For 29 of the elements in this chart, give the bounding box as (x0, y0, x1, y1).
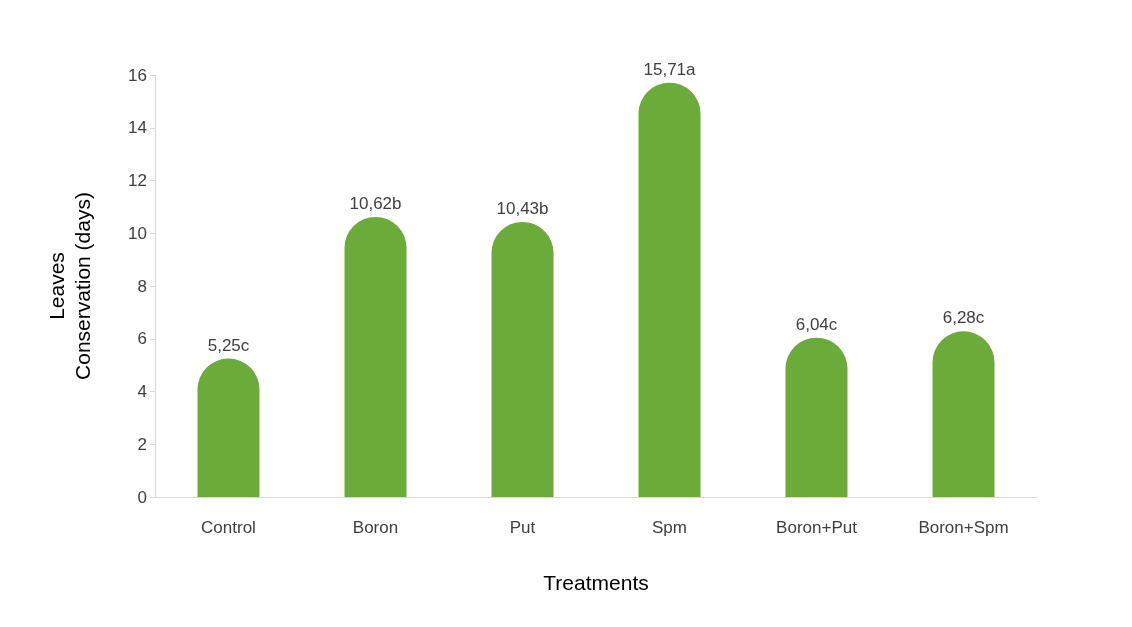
y-axis-title: Leaves Conservation (days) (44, 192, 94, 380)
x-axis-title: Treatments (543, 571, 649, 594)
x-tick-label: Spm (652, 518, 687, 537)
y-tick-label: 4 (137, 382, 147, 401)
y-tick-label: 14 (128, 118, 147, 138)
bar (197, 358, 260, 497)
data-label: 6,28c (942, 308, 985, 328)
data-label: 5,25c (207, 335, 250, 355)
x-tick-label: Boron (352, 518, 399, 537)
x-tick-label: Control (201, 518, 256, 537)
x-tick-label: Boron+Spm (918, 518, 1009, 537)
x-tick-label: Boron+Put (776, 518, 858, 537)
y-tick-label: 8 (137, 276, 147, 296)
data-label: 10,62b (349, 193, 402, 213)
x-tick-label: Put (509, 518, 536, 537)
data-label: 10,43b (496, 198, 549, 218)
bar (344, 216, 407, 497)
bar (638, 82, 701, 497)
data-label: 15,71a (643, 59, 697, 79)
bar (785, 337, 848, 497)
y-tick-label: 12 (128, 171, 147, 190)
y-tick-label: 10 (128, 223, 147, 243)
y-tick-label: 2 (137, 434, 147, 454)
y-tick-label: 6 (137, 329, 147, 349)
y-tick-label: 0 (137, 487, 147, 507)
bar (932, 331, 995, 497)
data-label: 6,04c (795, 314, 838, 334)
y-tick-label: 16 (128, 65, 147, 85)
bar (491, 221, 554, 497)
